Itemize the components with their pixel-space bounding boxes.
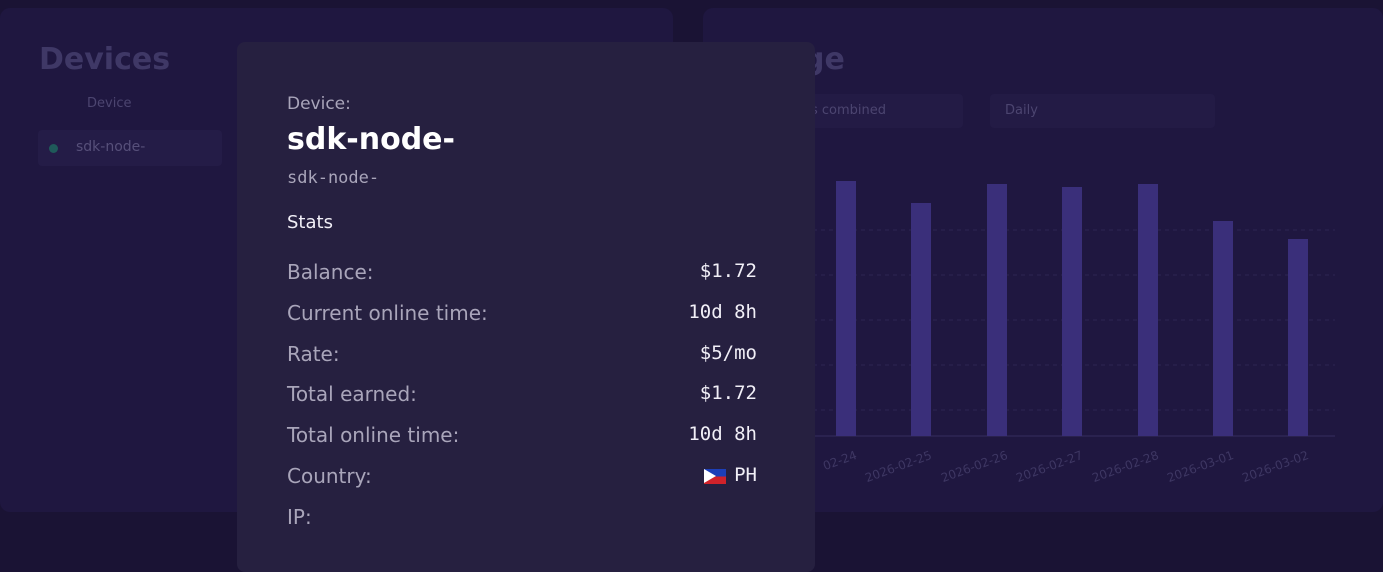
device-row[interactable]: sdk-node-: [38, 130, 222, 166]
stat-label: Total earned:: [287, 382, 417, 407]
column-header: Device: [87, 96, 132, 111]
usage-panel: ge es combined Daily: [703, 8, 1383, 512]
bar: [836, 181, 856, 436]
stat-value: $5/mo: [699, 341, 757, 364]
stat-row: Total earned: $1.72: [287, 382, 757, 412]
stat-label: Total online time:: [287, 423, 460, 448]
devices-title: Devices: [39, 42, 171, 77]
stat-value: 10d 8h: [688, 300, 757, 323]
stat-value: 10d 8h: [688, 423, 757, 446]
stat-row: Current online time: 10d 8h: [287, 301, 757, 331]
stat-label: Rate:: [287, 341, 340, 366]
stat-label: IP:: [287, 504, 312, 529]
device-title: sdk-node-: [287, 122, 455, 157]
stat-value: PH: [704, 464, 757, 486]
bar: [911, 203, 931, 436]
stat-row: Rate: $5/mo: [287, 342, 757, 372]
filter-text: es combined: [803, 103, 887, 118]
stat-label: Current online time:: [287, 300, 488, 325]
filter[interactable]: Daily: [990, 94, 1215, 128]
filter[interactable]: es combined: [793, 94, 963, 128]
device-modal: Device: sdk-node- sdk-node- Stats Balanc…: [237, 42, 815, 572]
grid: [813, 229, 1335, 411]
stat-label: Country:: [287, 464, 372, 488]
filter-text: Daily: [1005, 103, 1038, 118]
stat-value: $1.72: [699, 382, 757, 405]
bar: [1138, 184, 1158, 436]
bar: [1288, 239, 1308, 436]
flag-icon: [704, 469, 727, 484]
bars: [836, 181, 1308, 436]
stat-value: $1.72: [699, 260, 757, 282]
status-dot: [49, 144, 58, 153]
device-id: sdk-node-: [287, 168, 380, 188]
section-title: Stats: [287, 212, 333, 233]
stat-row: IP:: [287, 505, 757, 535]
device-name: sdk-node-: [76, 139, 146, 155]
device-label: Device:: [287, 94, 351, 114]
usage-chart: [813, 181, 1335, 437]
stat-row: Country: PH: [287, 464, 757, 494]
stat-label: Balance:: [287, 260, 374, 284]
stat-row: Balance: $1.72: [287, 260, 757, 290]
stat-row: Total online time: 10d 8h: [287, 423, 757, 453]
bar: [987, 184, 1007, 436]
page: Devices Device sdk-node- ge es combined …: [0, 8, 1383, 572]
bar: [1062, 187, 1082, 436]
bar: [1213, 221, 1233, 436]
flag-triangle: [704, 469, 717, 483]
